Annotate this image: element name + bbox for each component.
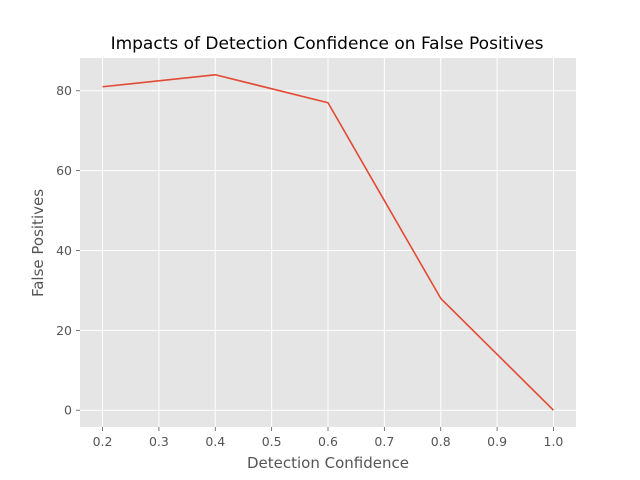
y-axis-label: False Positives xyxy=(29,189,47,297)
y-axis-ticks: 0 20 40 60 80 xyxy=(56,83,80,418)
y-tick-label: 40 xyxy=(56,243,72,258)
x-tick-label: 0.9 xyxy=(487,434,507,449)
y-tick-label: 60 xyxy=(56,163,72,178)
y-tick-label: 20 xyxy=(56,323,72,338)
x-axis-ticks: 0.2 0.3 0.4 0.5 0.6 0.7 0.8 0.9 1.0 xyxy=(93,427,564,449)
x-tick-label: 0.6 xyxy=(318,434,338,449)
x-tick-label: 0.8 xyxy=(431,434,451,449)
x-gridlines xyxy=(102,58,554,427)
series-line xyxy=(102,73,555,411)
x-axis-label: Detection Confidence xyxy=(247,454,409,472)
y-gridlines xyxy=(80,90,576,411)
x-tick-label: 0.3 xyxy=(149,434,169,449)
y-tick-label: 80 xyxy=(56,83,72,98)
x-tick-label: 0.5 xyxy=(262,434,282,449)
x-tick-label: 1.0 xyxy=(544,434,564,449)
series-layer xyxy=(102,73,555,411)
y-tick-label: 0 xyxy=(64,403,72,418)
x-tick-label: 0.4 xyxy=(205,434,225,449)
x-tick-label: 0.2 xyxy=(93,434,113,449)
x-tick-label: 0.7 xyxy=(374,434,394,449)
chart-title: Impacts of Detection Confidence on False… xyxy=(111,34,544,54)
